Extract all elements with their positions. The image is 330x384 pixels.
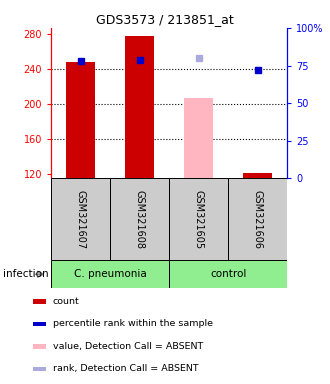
Bar	[110, 178, 169, 260]
Text: percentile rank within the sample: percentile rank within the sample	[53, 319, 213, 328]
Text: GSM321607: GSM321607	[76, 190, 86, 249]
Bar	[33, 367, 46, 371]
Bar	[51, 260, 169, 288]
Bar	[228, 178, 287, 260]
Text: GSM321605: GSM321605	[194, 190, 204, 249]
Text: infection: infection	[3, 269, 49, 279]
Bar	[33, 299, 46, 303]
Text: control: control	[210, 269, 246, 279]
Bar	[169, 178, 228, 260]
Bar	[33, 344, 46, 349]
Text: count: count	[53, 297, 80, 306]
Text: GDS3573 / 213851_at: GDS3573 / 213851_at	[96, 13, 234, 26]
Bar	[125, 36, 154, 178]
Bar	[33, 322, 46, 326]
Bar	[51, 178, 110, 260]
Bar	[184, 98, 214, 178]
Text: rank, Detection Call = ABSENT: rank, Detection Call = ABSENT	[53, 364, 198, 373]
Text: C. pneumonia: C. pneumonia	[74, 269, 147, 279]
Bar	[243, 173, 272, 178]
Bar	[169, 260, 287, 288]
Text: GSM321606: GSM321606	[252, 190, 263, 249]
Text: value, Detection Call = ABSENT: value, Detection Call = ABSENT	[53, 342, 203, 351]
Bar	[66, 62, 95, 178]
Text: GSM321608: GSM321608	[135, 190, 145, 249]
